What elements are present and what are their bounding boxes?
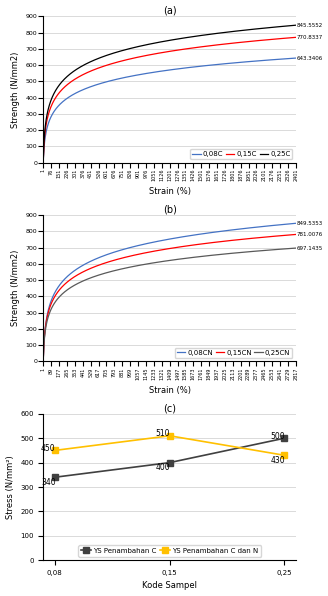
0,25CN	[233, 249, 237, 256]
Line: 0,08CN: 0,08CN	[43, 224, 296, 358]
Text: 430: 430	[271, 456, 285, 465]
0,08C	[233, 59, 237, 66]
Text: 849.5353: 849.5353	[296, 221, 322, 226]
Line: 0,25C: 0,25C	[43, 25, 296, 159]
0,08C	[294, 54, 298, 61]
Line: 0,25CN: 0,25CN	[43, 248, 296, 358]
YS Penambahan C dan N	[282, 452, 286, 459]
0,25C	[202, 32, 206, 39]
YS Penambahan C dan N	[168, 432, 172, 439]
0,08CN	[202, 230, 206, 237]
0,25CN	[41, 355, 45, 362]
X-axis label: Strain (%): Strain (%)	[149, 187, 191, 196]
0,25CN	[259, 247, 263, 254]
Text: 643.3406: 643.3406	[296, 55, 322, 61]
0,15C	[188, 45, 192, 52]
Title: (b): (b)	[163, 204, 176, 215]
0,08C	[259, 57, 263, 64]
0,15C	[41, 156, 45, 163]
Text: 697.1435: 697.1435	[296, 246, 322, 250]
0,15C	[294, 34, 298, 41]
0,15CN	[41, 355, 45, 362]
Y-axis label: Strength (N/mm2): Strength (N/mm2)	[11, 51, 20, 128]
0,15CN	[202, 240, 206, 247]
Legend: 0,08CN, 0,15CN, 0,25CN: 0,08CN, 0,15CN, 0,25CN	[174, 348, 293, 358]
Text: 450: 450	[41, 444, 56, 453]
0,15CN	[233, 237, 237, 244]
X-axis label: Strain (%): Strain (%)	[149, 386, 191, 395]
0,08CN	[57, 283, 61, 290]
Text: 340: 340	[41, 477, 56, 486]
Line: 0,15C: 0,15C	[43, 38, 296, 159]
0,15CN	[294, 231, 298, 238]
Text: 845.5552: 845.5552	[296, 23, 322, 27]
0,08CN	[195, 231, 199, 238]
0,15C	[202, 43, 206, 50]
0,25C	[188, 33, 192, 41]
0,08CN	[188, 232, 192, 239]
Title: (c): (c)	[163, 403, 176, 413]
0,15CN	[57, 287, 61, 294]
0,08C	[41, 156, 45, 163]
0,08CN	[259, 223, 263, 230]
Line: 0,15CN: 0,15CN	[43, 234, 296, 358]
Text: 781.0076: 781.0076	[296, 232, 322, 237]
Legend: YS Penambahan C, YS Penambahan C dan N: YS Penambahan C, YS Penambahan C dan N	[78, 545, 261, 557]
0,15C	[233, 39, 237, 46]
0,25CN	[202, 253, 206, 260]
0,15C	[195, 44, 199, 51]
Line: YS Penambahan C dan N: YS Penambahan C dan N	[52, 433, 287, 458]
Text: 500: 500	[271, 432, 285, 441]
0,25CN	[195, 253, 199, 260]
Legend: 0,08C, 0,15C, 0,25C: 0,08C, 0,15C, 0,25C	[190, 149, 293, 159]
0,15CN	[188, 242, 192, 249]
0,25C	[294, 21, 298, 29]
0,08CN	[294, 220, 298, 227]
Line: 0,08C: 0,08C	[43, 58, 296, 160]
YS Penambahan C	[53, 474, 57, 481]
Text: 510: 510	[156, 429, 170, 438]
Line: YS Penambahan C: YS Penambahan C	[52, 436, 287, 480]
0,25CN	[294, 244, 298, 252]
0,25CN	[57, 294, 61, 301]
0,25C	[259, 25, 263, 32]
0,08C	[188, 64, 192, 71]
0,08C	[202, 62, 206, 69]
0,15C	[259, 37, 263, 44]
0,08C	[195, 63, 199, 70]
0,25C	[57, 82, 61, 89]
YS Penambahan C dan N	[53, 447, 57, 454]
YS Penambahan C	[282, 434, 286, 442]
0,08CN	[233, 226, 237, 233]
0,08C	[57, 102, 61, 109]
0,15CN	[195, 241, 199, 248]
0,25C	[233, 27, 237, 35]
Text: 400: 400	[156, 463, 171, 472]
0,15C	[57, 89, 61, 97]
0,25C	[41, 155, 45, 162]
Y-axis label: Strength (N/mm2): Strength (N/mm2)	[11, 250, 20, 327]
0,08CN	[41, 355, 45, 362]
0,25CN	[188, 254, 192, 261]
YS Penambahan C	[168, 459, 172, 466]
Y-axis label: Stress (N/mm²): Stress (N/mm²)	[6, 455, 14, 519]
Title: (a): (a)	[163, 5, 176, 15]
0,25C	[195, 33, 199, 40]
Text: 770.8337: 770.8337	[296, 35, 322, 40]
0,15CN	[259, 234, 263, 241]
X-axis label: Kode Sampel: Kode Sampel	[142, 582, 197, 591]
